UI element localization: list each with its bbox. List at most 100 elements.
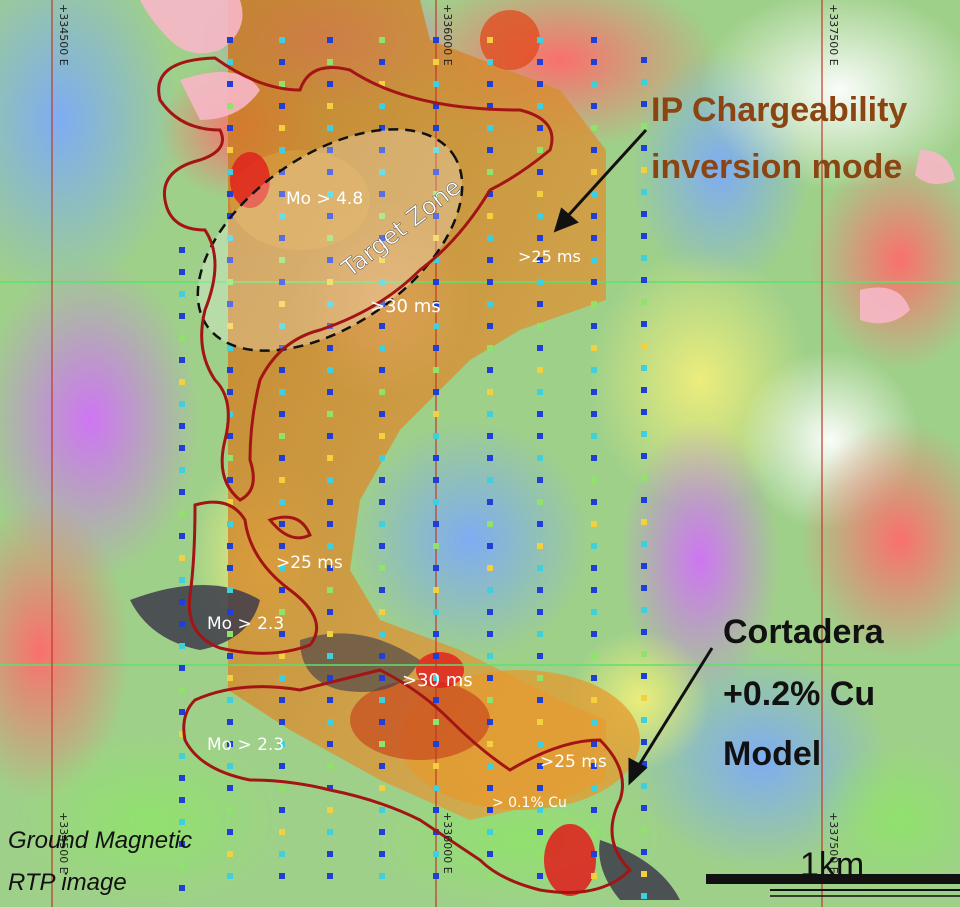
survey-station — [487, 279, 493, 285]
survey-station — [327, 367, 333, 373]
survey-station — [179, 753, 185, 759]
survey-station — [379, 433, 385, 439]
survey-station — [279, 257, 285, 263]
survey-station — [537, 81, 543, 87]
survey-station — [641, 695, 647, 701]
survey-station — [179, 863, 185, 869]
survey-station — [433, 191, 439, 197]
survey-station — [379, 279, 385, 285]
survey-station — [487, 829, 493, 835]
cu-callout-line1: Cortadera — [723, 613, 885, 651]
survey-station — [179, 247, 185, 253]
survey-station — [591, 873, 597, 879]
survey-station — [487, 235, 493, 241]
survey-station — [537, 235, 543, 241]
survey-station — [433, 851, 439, 857]
survey-station — [327, 675, 333, 681]
survey-station — [227, 697, 233, 703]
survey-station — [433, 763, 439, 769]
survey-station — [537, 807, 543, 813]
survey-station — [327, 257, 333, 263]
survey-station — [433, 367, 439, 373]
survey-station — [487, 741, 493, 747]
survey-station — [327, 191, 333, 197]
survey-station — [537, 851, 543, 857]
survey-station — [379, 213, 385, 219]
survey-station — [591, 125, 597, 131]
survey-station — [641, 739, 647, 745]
survey-station — [279, 367, 285, 373]
survey-station — [641, 167, 647, 173]
survey-station — [487, 565, 493, 571]
survey-station — [379, 851, 385, 857]
survey-station — [179, 665, 185, 671]
survey-station — [327, 499, 333, 505]
survey-station — [227, 191, 233, 197]
survey-station — [487, 719, 493, 725]
survey-station — [327, 389, 333, 395]
survey-station — [487, 807, 493, 813]
survey-station — [279, 719, 285, 725]
survey-station — [179, 269, 185, 275]
survey-station — [227, 609, 233, 615]
survey-station — [537, 59, 543, 65]
survey-station — [433, 499, 439, 505]
survey-station — [379, 829, 385, 835]
survey-station — [487, 653, 493, 659]
survey-station — [279, 653, 285, 659]
survey-station — [591, 653, 597, 659]
survey-station — [537, 323, 543, 329]
survey-station — [591, 499, 597, 505]
survey-station — [641, 893, 647, 899]
survey-station — [279, 565, 285, 571]
survey-station — [641, 805, 647, 811]
survey-station — [487, 499, 493, 505]
mo-23-label-lower: Mo > 2.3 — [207, 735, 284, 755]
chargeability-25ms-mid: >25 ms — [276, 553, 343, 573]
survey-station — [433, 565, 439, 571]
survey-station — [537, 345, 543, 351]
survey-station — [327, 763, 333, 769]
survey-station — [487, 521, 493, 527]
survey-station — [487, 191, 493, 197]
survey-station — [227, 125, 233, 131]
survey-station — [537, 565, 543, 571]
survey-station — [591, 169, 597, 175]
survey-station — [327, 301, 333, 307]
survey-station — [537, 433, 543, 439]
cu-callout-line3: Model — [723, 735, 821, 773]
survey-station — [591, 587, 597, 593]
survey-station — [591, 543, 597, 549]
survey-station — [591, 103, 597, 109]
survey-station — [279, 455, 285, 461]
survey-station — [327, 411, 333, 417]
survey-station — [537, 631, 543, 637]
survey-station — [227, 675, 233, 681]
survey-station — [279, 741, 285, 747]
survey-station — [227, 323, 233, 329]
survey-station — [379, 543, 385, 549]
survey-station — [227, 477, 233, 483]
survey-station — [279, 103, 285, 109]
survey-station — [279, 389, 285, 395]
survey-station — [537, 763, 543, 769]
survey-station — [379, 675, 385, 681]
caption-line2: RTP image — [8, 869, 127, 896]
survey-station — [327, 213, 333, 219]
survey-station — [433, 719, 439, 725]
survey-station — [227, 521, 233, 527]
survey-station — [487, 851, 493, 857]
survey-station — [641, 57, 647, 63]
survey-station — [327, 37, 333, 43]
survey-station — [227, 411, 233, 417]
mo-48-label: Mo > 4.8 — [286, 189, 363, 209]
survey-station — [537, 125, 543, 131]
survey-station — [641, 673, 647, 679]
survey-station — [327, 433, 333, 439]
survey-station — [179, 467, 185, 473]
survey-station — [487, 873, 493, 879]
survey-station — [179, 577, 185, 583]
survey-station — [327, 103, 333, 109]
survey-station — [591, 37, 597, 43]
